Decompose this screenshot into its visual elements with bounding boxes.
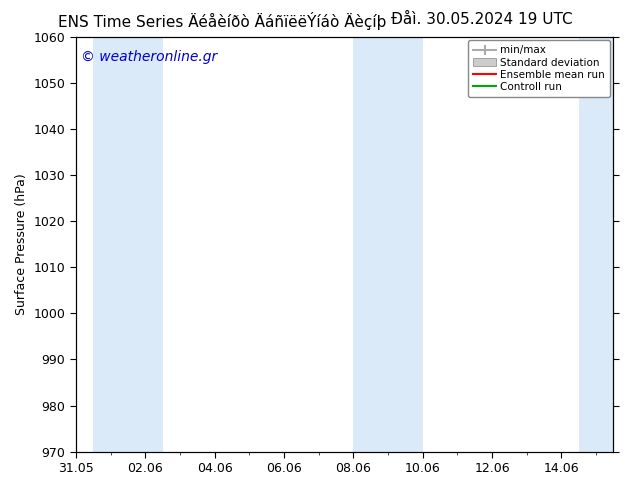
Text: © weatheronline.gr: © weatheronline.gr (81, 49, 217, 64)
Text: ENS Time Series Äéåèíðò ÄáñïëëÝíáò Äèçíþ: ENS Time Series Äéåèíðò ÄáñïëëÝíáò Äèçíþ (58, 12, 386, 30)
Bar (579, 37, 614, 452)
Bar (388, 37, 423, 452)
Legend: min/max, Standard deviation, Ensemble mean run, Controll run: min/max, Standard deviation, Ensemble me… (468, 40, 611, 97)
Bar (93, 37, 128, 452)
Y-axis label: Surface Pressure (hPa): Surface Pressure (hPa) (15, 173, 28, 315)
Text: Ðåì. 30.05.2024 19 UTC: Ðåì. 30.05.2024 19 UTC (391, 12, 573, 27)
Bar (353, 37, 388, 452)
Bar (128, 37, 162, 452)
